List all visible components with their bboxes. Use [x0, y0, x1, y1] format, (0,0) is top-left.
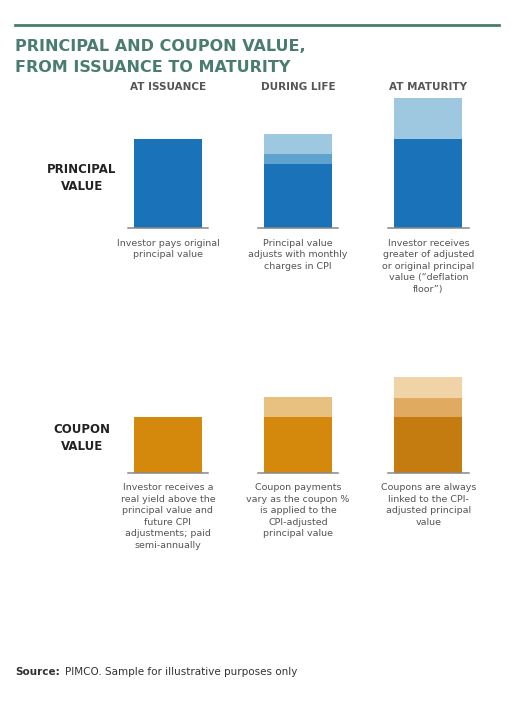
Text: Investor receives a
real yield above the
principal value and
future CPI
adjustme: Investor receives a real yield above the… — [121, 484, 215, 550]
Bar — [264, 397, 332, 416]
Text: Source:: Source: — [15, 667, 60, 677]
Text: Coupon payments
vary as the coupon %
is applied to the
CPI-adjusted
principal va: Coupon payments vary as the coupon % is … — [246, 484, 350, 538]
Bar — [134, 416, 202, 472]
Text: FROM ISSUANCE TO MATURITY: FROM ISSUANCE TO MATURITY — [15, 60, 291, 74]
Text: PIMCO. Sample for illustrative purposes only: PIMCO. Sample for illustrative purposes … — [65, 667, 298, 677]
Text: Coupons are always
linked to the CPI-
adjusted principal
value: Coupons are always linked to the CPI- ad… — [381, 484, 476, 526]
Bar — [134, 139, 202, 229]
Bar — [264, 134, 332, 154]
Text: DURING LIFE: DURING LIFE — [261, 83, 336, 93]
Bar — [394, 139, 462, 229]
Bar — [394, 416, 462, 472]
Text: Principal value
adjusts with monthly
charges in CPI: Principal value adjusts with monthly cha… — [248, 239, 348, 271]
Bar — [264, 154, 332, 164]
Text: AT MATURITY: AT MATURITY — [389, 83, 467, 93]
Text: PRINCIPAL
VALUE: PRINCIPAL VALUE — [47, 163, 117, 193]
Text: Investor receives
greater of adjusted
or original principal
value (“deflation
fl: Investor receives greater of adjusted or… — [382, 239, 474, 294]
Bar — [264, 416, 332, 472]
Text: Investor pays original
principal value: Investor pays original principal value — [117, 239, 219, 259]
Bar — [394, 98, 462, 139]
Bar — [394, 398, 462, 416]
Bar — [394, 376, 462, 398]
Text: PRINCIPAL AND COUPON VALUE,: PRINCIPAL AND COUPON VALUE, — [15, 39, 306, 53]
Text: AT ISSUANCE: AT ISSUANCE — [130, 83, 206, 93]
Text: COUPON
VALUE: COUPON VALUE — [53, 423, 111, 453]
Bar — [264, 164, 332, 229]
